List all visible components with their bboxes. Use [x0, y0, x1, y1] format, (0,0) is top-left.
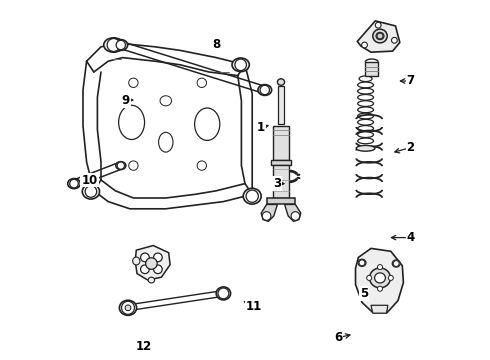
- Circle shape: [291, 212, 300, 220]
- Text: 5: 5: [360, 287, 368, 300]
- Circle shape: [362, 42, 368, 48]
- Ellipse shape: [376, 32, 384, 40]
- Ellipse shape: [216, 287, 231, 300]
- Ellipse shape: [120, 300, 137, 315]
- Text: 9: 9: [122, 94, 129, 107]
- Circle shape: [392, 37, 397, 43]
- Text: 6: 6: [334, 331, 342, 344]
- Text: 11: 11: [246, 300, 262, 313]
- Ellipse shape: [116, 162, 126, 170]
- Text: 7: 7: [407, 75, 415, 87]
- Ellipse shape: [374, 273, 386, 283]
- Bar: [278, 86, 284, 124]
- Ellipse shape: [392, 260, 400, 267]
- Ellipse shape: [148, 277, 155, 283]
- Circle shape: [85, 186, 97, 197]
- Circle shape: [129, 78, 138, 87]
- Bar: [271, 160, 291, 165]
- Ellipse shape: [373, 29, 387, 43]
- Bar: [273, 126, 289, 160]
- Circle shape: [393, 261, 399, 266]
- Circle shape: [107, 39, 120, 51]
- Circle shape: [197, 161, 206, 170]
- Circle shape: [129, 161, 138, 170]
- Circle shape: [122, 301, 134, 314]
- Circle shape: [125, 305, 131, 311]
- Text: 2: 2: [407, 141, 415, 154]
- Polygon shape: [371, 305, 388, 313]
- Circle shape: [260, 85, 270, 95]
- Polygon shape: [356, 248, 403, 312]
- Circle shape: [116, 40, 125, 50]
- Circle shape: [367, 275, 372, 280]
- Circle shape: [141, 253, 149, 262]
- Circle shape: [153, 265, 162, 274]
- Polygon shape: [285, 204, 301, 221]
- Circle shape: [153, 253, 162, 262]
- Ellipse shape: [358, 259, 366, 266]
- Circle shape: [235, 59, 246, 71]
- Ellipse shape: [114, 40, 127, 50]
- Circle shape: [197, 78, 206, 87]
- Ellipse shape: [119, 105, 145, 139]
- Ellipse shape: [258, 85, 271, 95]
- Ellipse shape: [356, 145, 375, 151]
- Circle shape: [375, 22, 381, 28]
- Circle shape: [141, 265, 149, 274]
- Ellipse shape: [133, 257, 140, 265]
- Ellipse shape: [243, 188, 261, 204]
- Bar: [365, 62, 378, 76]
- Ellipse shape: [68, 179, 80, 189]
- Circle shape: [359, 260, 365, 266]
- Circle shape: [388, 275, 393, 280]
- Circle shape: [262, 212, 271, 220]
- Bar: [273, 165, 289, 198]
- Text: 3: 3: [273, 177, 281, 190]
- Polygon shape: [135, 246, 170, 280]
- Ellipse shape: [195, 108, 220, 140]
- Circle shape: [246, 190, 258, 202]
- Bar: [267, 198, 295, 204]
- Text: 4: 4: [407, 231, 415, 244]
- Text: 8: 8: [212, 39, 220, 51]
- Ellipse shape: [159, 132, 173, 152]
- Polygon shape: [261, 204, 277, 221]
- Ellipse shape: [277, 79, 285, 85]
- Polygon shape: [357, 21, 400, 52]
- Text: 1: 1: [257, 121, 265, 134]
- Ellipse shape: [104, 38, 123, 52]
- Circle shape: [117, 162, 124, 169]
- Circle shape: [70, 179, 78, 188]
- Text: 10: 10: [81, 174, 98, 186]
- Circle shape: [146, 258, 157, 269]
- Circle shape: [377, 33, 383, 39]
- Ellipse shape: [232, 58, 249, 72]
- Ellipse shape: [369, 268, 391, 288]
- Circle shape: [377, 265, 383, 270]
- Ellipse shape: [160, 96, 172, 106]
- Ellipse shape: [82, 184, 99, 199]
- Circle shape: [377, 286, 383, 291]
- Circle shape: [218, 288, 229, 299]
- Text: 12: 12: [136, 340, 152, 353]
